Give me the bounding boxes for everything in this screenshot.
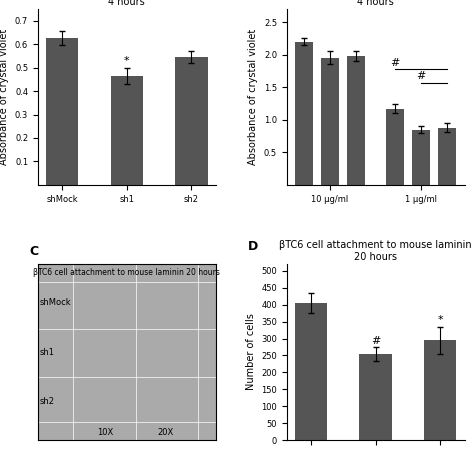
Y-axis label: Absorbance of crystal violet: Absorbance of crystal violet	[0, 29, 9, 165]
Bar	[347, 56, 365, 185]
Text: *: *	[124, 56, 129, 66]
Bar	[412, 129, 430, 185]
Text: C: C	[29, 245, 38, 258]
Text: shMock: shMock	[40, 298, 71, 307]
Bar	[386, 109, 404, 185]
Text: sh1: sh1	[40, 348, 55, 357]
Bar	[359, 354, 392, 440]
Bar	[110, 76, 143, 185]
Text: *: *	[438, 315, 443, 325]
Bar	[321, 58, 339, 185]
Title: βTC6 cell attachment to human laminin 511
4 hours: βTC6 cell attachment to human laminin 51…	[268, 0, 474, 7]
Title: βTC6 cell attachment to mouse laminin
4 hours: βTC6 cell attachment to mouse laminin 4 …	[30, 0, 223, 7]
Text: 20X: 20X	[158, 427, 174, 436]
Title: βTC6 cell attachment to mouse laminin
20 hours: βTC6 cell attachment to mouse laminin 20…	[279, 240, 472, 262]
Bar	[424, 340, 456, 440]
Bar	[295, 303, 327, 440]
Y-axis label: Number of cells: Number of cells	[246, 313, 255, 391]
Text: βTC6 cell attachment to mouse laminin 20 hours: βTC6 cell attachment to mouse laminin 20…	[33, 268, 220, 277]
Bar	[175, 57, 208, 185]
Bar	[438, 128, 456, 185]
Text: sh2: sh2	[40, 397, 55, 406]
Text: #: #	[371, 335, 380, 346]
Text: #: #	[390, 57, 400, 68]
Text: #: #	[416, 71, 426, 81]
Y-axis label: Absorbance of crystal violet: Absorbance of crystal violet	[248, 29, 258, 165]
Bar	[295, 42, 313, 185]
Bar	[46, 38, 78, 185]
Text: 10X: 10X	[97, 427, 114, 436]
Text: D: D	[247, 240, 258, 253]
